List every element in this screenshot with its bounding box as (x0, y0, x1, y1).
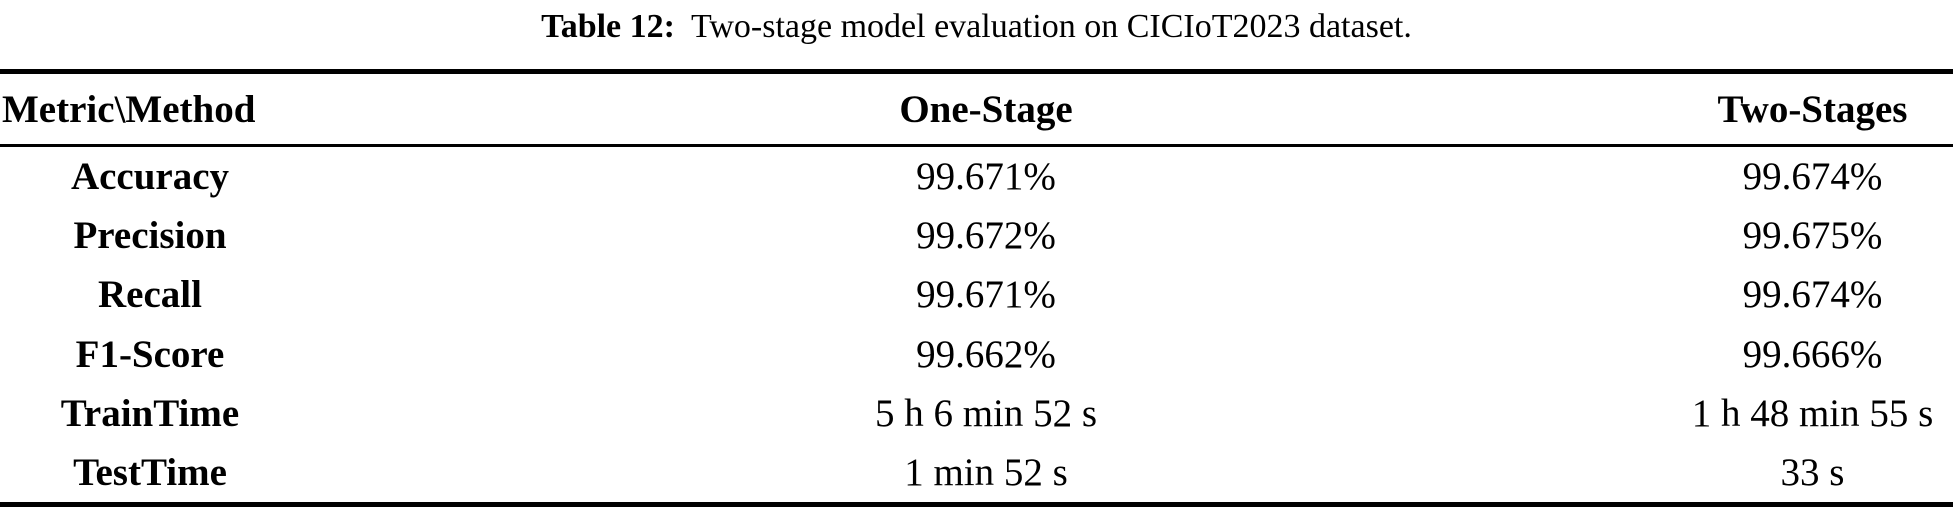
bottom-rule (0, 502, 1953, 508)
two-stages-value: 99.674% (1742, 273, 1883, 317)
metric-label: F1-Score (75, 332, 225, 376)
table-row-f1-score: F1-Score 99.662% 99.666% (0, 325, 1953, 384)
table-row-traintime: TrainTime 5 h 6 min 52 s 1 h 48 min 55 s (0, 384, 1953, 443)
metric-label: Precision (73, 214, 227, 258)
table-caption: Table 12: Two-stage model evaluation on C… (0, 4, 1953, 50)
metric-label: Accuracy (70, 155, 230, 199)
metric-label: TestTime (73, 451, 227, 495)
column-header-two-stages: Two-Stages (1717, 87, 1908, 131)
header-rule (0, 144, 1953, 147)
header-row: Metric\Method One-Stage Two-Stages (0, 74, 1953, 144)
table-row-accuracy: Accuracy 99.671% 99.674% (0, 147, 1953, 206)
column-header-metric-method: Metric\Method (2, 87, 256, 131)
two-stages-value: 99.674% (1742, 155, 1883, 199)
top-rule (0, 69, 1953, 74)
evaluation-table: Metric\Method One-Stage Two-Stages Accur… (0, 69, 1953, 508)
caption-label: Table 12: (541, 8, 675, 45)
two-stages-value: 99.675% (1742, 214, 1883, 258)
two-stages-value: 1 h 48 min 55 s (1691, 391, 1934, 435)
one-stage-value: 99.671% (916, 155, 1056, 199)
column-header-one-stage: One-Stage (899, 87, 1073, 131)
metric-label: TrainTime (60, 391, 240, 435)
metric-label: Recall (98, 273, 202, 317)
one-stage-value: 99.662% (916, 332, 1056, 376)
two-stages-value: 33 s (1780, 451, 1845, 495)
one-stage-value: 99.672% (916, 214, 1056, 258)
one-stage-value: 1 min 52 s (904, 451, 1068, 495)
one-stage-value: 5 h 6 min 52 s (874, 391, 1098, 435)
one-stage-value: 99.671% (916, 273, 1056, 317)
two-stages-value: 99.666% (1742, 332, 1883, 376)
caption-text: Two-stage model evaluation on CICIoT2023… (690, 8, 1412, 45)
table-row-recall: Recall 99.671% 99.674% (0, 265, 1953, 324)
table-row-testtime: TestTime 1 min 52 s 33 s (0, 443, 1953, 502)
table-row-precision: Precision 99.672% 99.675% (0, 206, 1953, 265)
